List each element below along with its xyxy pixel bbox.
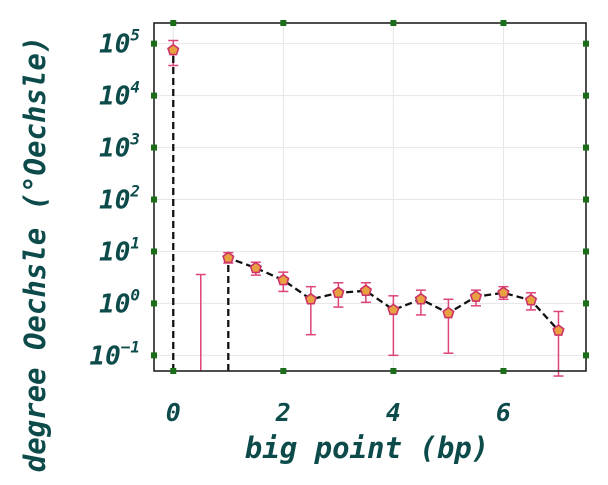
- y-tick-label: 102: [99, 182, 140, 216]
- y-tick-base: 10: [99, 134, 130, 164]
- y-tick-exponent: 1: [130, 233, 140, 252]
- x-tick-mark-bottom: [390, 368, 397, 374]
- y-tick-exponent: 4: [130, 78, 140, 97]
- y-tick-mark-left: [151, 352, 157, 359]
- data-markers: [167, 43, 565, 336]
- y-tick-mark-right: [583, 92, 589, 99]
- y-tick-base: 10: [99, 186, 130, 216]
- x-tick-mark-top: [500, 20, 507, 26]
- plot-frame: [153, 22, 587, 372]
- y-tick-exponent: 0: [130, 285, 140, 304]
- data-point-marker: [552, 324, 565, 336]
- y-tick-mark-left: [151, 92, 157, 99]
- data-point-marker: [469, 290, 483, 302]
- y-tick-base: 10: [99, 82, 130, 112]
- data-point-marker: [222, 251, 235, 264]
- x-tick-mark-top: [390, 20, 397, 26]
- data-point-marker: [167, 43, 180, 56]
- y-tick-exponent: 5: [130, 26, 140, 45]
- tick-markers: [151, 20, 589, 374]
- y-axis-title: degree Oechsle (°Oechsle): [18, 36, 52, 473]
- y-tick-label: 10−1: [89, 337, 140, 371]
- y-tick-base: 10: [99, 30, 130, 60]
- x-tick-mark-top: [170, 20, 177, 26]
- y-tick-mark-right: [583, 196, 589, 203]
- y-tick-mark-right: [583, 248, 589, 255]
- y-tick-label: 101: [99, 233, 140, 267]
- data-point-marker: [442, 306, 455, 319]
- grid: [154, 23, 586, 371]
- x-tick-labels: 0 2 4 6: [166, 398, 511, 427]
- series-line: [172, 50, 560, 371]
- x-tick-label: 0: [166, 398, 181, 427]
- y-tick-mark-right: [583, 352, 589, 359]
- x-tick-label: 6: [496, 398, 511, 427]
- y-tick-base: 10: [89, 341, 120, 371]
- data-point-marker: [249, 261, 262, 274]
- y-tick-label: 103: [99, 130, 140, 164]
- x-axis-title: big point (bp): [245, 431, 489, 465]
- x-tick-mark-top: [280, 20, 287, 26]
- y-tick-exponent: 3: [129, 130, 140, 149]
- x-tick-label: 2: [275, 398, 291, 427]
- y-tick-label: 100: [99, 285, 140, 319]
- y-tick-mark-right: [583, 144, 589, 151]
- y-tick-label: 104: [99, 78, 140, 112]
- data-point-marker: [359, 284, 373, 297]
- y-tick-mark-left: [151, 196, 157, 203]
- y-tick-mark-left: [151, 40, 157, 47]
- x-tick-mark-bottom: [170, 368, 177, 374]
- y-tick-mark-left: [151, 248, 157, 255]
- y-tick-base: 10: [99, 289, 130, 319]
- y-tick-exponent: −1: [121, 337, 140, 356]
- x-tick-mark-bottom: [280, 368, 287, 374]
- x-tick-label: 4: [386, 398, 401, 427]
- data-point-marker: [497, 286, 510, 299]
- data-point-marker: [332, 286, 345, 299]
- y-tick-mark-right: [583, 300, 589, 307]
- y-tick-mark-right: [583, 40, 589, 47]
- data-point-marker: [524, 293, 538, 306]
- x-tick-mark-bottom: [500, 368, 507, 374]
- data-point-marker: [304, 292, 318, 305]
- y-tick-base: 10: [99, 237, 130, 267]
- y-tick-mark-left: [151, 144, 157, 151]
- y-tick-mark-left: [151, 300, 157, 307]
- y-tick-exponent: 2: [129, 182, 140, 201]
- data-point-marker: [414, 292, 428, 305]
- data-point-marker: [277, 273, 290, 286]
- data-point-marker: [387, 303, 400, 316]
- y-tick-label: 105: [99, 26, 140, 60]
